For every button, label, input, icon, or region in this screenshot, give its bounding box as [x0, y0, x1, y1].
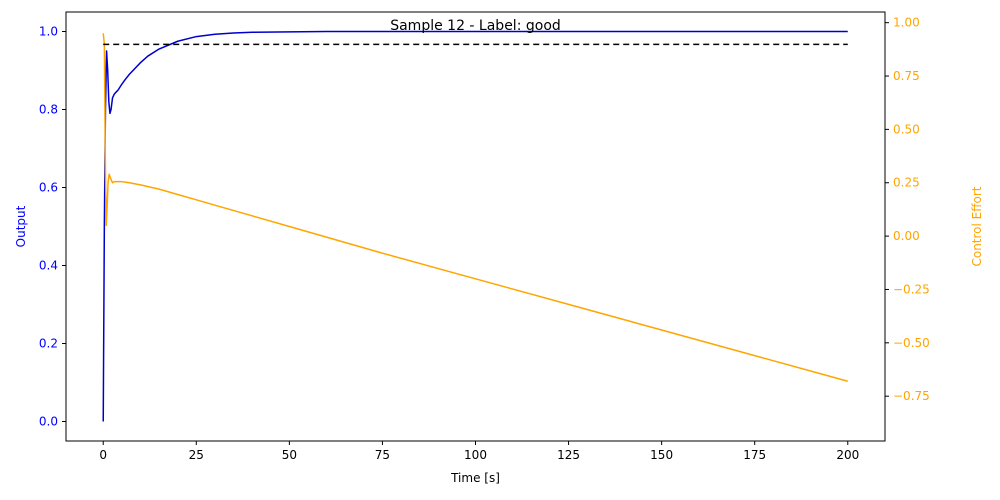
control-effort-line	[102, 33, 848, 382]
y-right-tick-label: −0.50	[893, 336, 930, 350]
y-right-axis-title: Control Effort	[970, 186, 984, 266]
chart-title: Sample 12 - Label: good	[390, 18, 561, 34]
y-left-tick-label: 0.8	[39, 103, 58, 117]
x-tick-label: 200	[836, 448, 859, 462]
y-right-tick-label: 0.00	[893, 229, 920, 243]
y-left-tick-label: 0.4	[39, 259, 58, 273]
x-tick-label: 125	[557, 448, 580, 462]
x-tick-label: 100	[464, 448, 487, 462]
x-tick-label: 75	[375, 448, 390, 462]
x-tick-label: 0	[99, 448, 107, 462]
x-tick-label: 175	[743, 448, 766, 462]
y-right-tick-label: 0.50	[893, 122, 920, 136]
y-right-tick-label: 0.25	[893, 176, 920, 190]
y-left-tick-label: 0.6	[39, 181, 58, 195]
y-left-tick-label: 0.2	[39, 337, 58, 351]
y-right-tick-label: −0.75	[893, 389, 930, 403]
y-left-axis-ticks: 0.0 0.2 0.4 0.6 0.8 1.0	[39, 25, 66, 429]
y-left-tick-label: 0.0	[39, 415, 58, 429]
x-tick-label: 150	[650, 448, 673, 462]
y-right-tick-label: 1.00	[893, 16, 920, 30]
x-tick-label: 25	[189, 448, 204, 462]
y-right-tick-label: 0.75	[893, 69, 920, 83]
series-layer	[102, 30, 848, 422]
x-axis-ticks: 0 25 50 75 100 125 150 175 200	[99, 441, 859, 462]
plot-area	[66, 12, 885, 441]
y-right-tick-label: −0.25	[893, 282, 930, 296]
output-line	[102, 30, 848, 422]
y-right-axis-ticks: 1.00 0.75 0.50 0.25 0.00 −0.25 −0.50 −0.75	[885, 16, 930, 403]
y-left-tick-label: 1.0	[39, 25, 58, 39]
y-left-axis-title: Output	[14, 205, 28, 247]
x-tick-label: 50	[282, 448, 297, 462]
x-axis-title: Time [s]	[450, 471, 500, 485]
